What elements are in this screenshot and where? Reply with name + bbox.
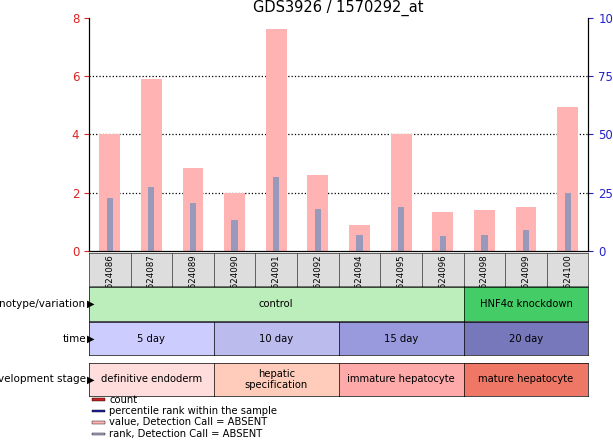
Text: GSM624100: GSM624100 <box>563 255 572 308</box>
Text: ▶: ▶ <box>87 374 94 385</box>
Bar <box>266 29 287 251</box>
Text: GSM624090: GSM624090 <box>230 255 239 307</box>
Bar <box>224 193 245 251</box>
Text: time: time <box>62 333 86 344</box>
Bar <box>432 211 453 251</box>
Bar <box>314 209 321 251</box>
Bar <box>308 175 329 251</box>
Text: ▶: ▶ <box>87 333 94 344</box>
Text: percentile rank within the sample: percentile rank within the sample <box>109 406 277 416</box>
Bar <box>440 236 446 251</box>
Bar <box>99 134 120 251</box>
Text: GSM624089: GSM624089 <box>188 255 197 307</box>
Bar <box>390 134 411 251</box>
Title: GDS3926 / 1570292_at: GDS3926 / 1570292_at <box>253 0 424 16</box>
Text: 15 day: 15 day <box>384 333 418 344</box>
Text: GSM624095: GSM624095 <box>397 255 406 307</box>
Bar <box>557 107 578 251</box>
Text: definitive endoderm: definitive endoderm <box>101 374 202 385</box>
Bar <box>481 235 487 251</box>
Bar <box>93 432 105 435</box>
Text: GSM624099: GSM624099 <box>522 255 530 307</box>
Text: value, Detection Call = ABSENT: value, Detection Call = ABSENT <box>109 417 267 428</box>
Text: ▶: ▶ <box>87 299 94 309</box>
Text: count: count <box>109 395 137 404</box>
Bar <box>93 398 105 401</box>
Text: 20 day: 20 day <box>509 333 543 344</box>
Text: mature hepatocyte: mature hepatocyte <box>478 374 574 385</box>
Bar <box>93 421 105 424</box>
Bar <box>232 220 238 251</box>
Bar <box>398 207 404 251</box>
Text: rank, Detection Call = ABSENT: rank, Detection Call = ABSENT <box>109 429 262 439</box>
Bar <box>148 187 154 251</box>
Text: 5 day: 5 day <box>137 333 166 344</box>
Bar <box>273 177 280 251</box>
Text: HNF4α knockdown: HNF4α knockdown <box>479 299 573 309</box>
Bar <box>349 225 370 251</box>
Bar <box>516 207 536 251</box>
Text: GSM624094: GSM624094 <box>355 255 364 307</box>
Bar <box>523 230 529 251</box>
Text: GSM624086: GSM624086 <box>105 255 114 308</box>
Bar <box>356 235 363 251</box>
Bar <box>565 193 571 251</box>
Bar <box>107 198 113 251</box>
Bar <box>190 203 196 251</box>
Text: control: control <box>259 299 294 309</box>
Bar <box>183 168 204 251</box>
Bar <box>93 410 105 412</box>
Text: GSM624092: GSM624092 <box>313 255 322 307</box>
Text: genotype/variation: genotype/variation <box>0 299 86 309</box>
Text: GSM624091: GSM624091 <box>272 255 281 307</box>
Bar <box>141 79 162 251</box>
Text: GSM624087: GSM624087 <box>147 255 156 308</box>
Text: 10 day: 10 day <box>259 333 293 344</box>
Text: hepatic
specification: hepatic specification <box>245 369 308 390</box>
Text: development stage: development stage <box>0 374 86 385</box>
Bar <box>474 210 495 251</box>
Text: GSM624096: GSM624096 <box>438 255 447 307</box>
Text: immature hepatocyte: immature hepatocyte <box>347 374 455 385</box>
Text: GSM624098: GSM624098 <box>480 255 489 307</box>
